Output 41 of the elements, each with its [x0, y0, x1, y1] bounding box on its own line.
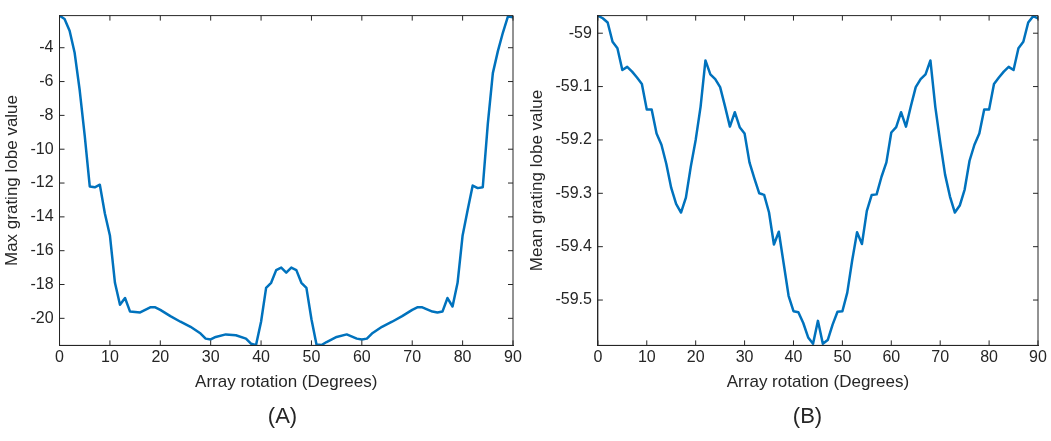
- x-tick-label: 90: [504, 348, 522, 366]
- x-tick-label: 80: [453, 348, 472, 366]
- y-tick-label: -12: [30, 173, 54, 191]
- y-tick-label: -10: [30, 139, 54, 157]
- y-tick-label: -20: [30, 308, 54, 326]
- x-tick-label: 40: [252, 348, 271, 366]
- x-tick-label: 70: [931, 348, 950, 366]
- x-tick-label: 80: [980, 348, 999, 366]
- x-tick-label: 60: [352, 348, 371, 366]
- y-tick-label: -59.2: [555, 130, 592, 148]
- x-axis-title: Array rotation (Degrees): [726, 372, 910, 392]
- text: (A): [266, 403, 299, 429]
- x-tick-label: 70: [403, 348, 422, 366]
- y-tick-label: -59.5: [555, 290, 592, 308]
- x-tick-label: 90: [1029, 348, 1047, 366]
- y-tick-label: -8: [39, 105, 54, 123]
- y-axis-title: Max grating lobe value: [1, 94, 21, 267]
- x-tick-label: 20: [686, 348, 705, 366]
- y-tick-label: -59.3: [555, 183, 592, 201]
- x-tick-label: 0: [55, 348, 65, 366]
- x-axis-title: Array rotation (Degrees): [195, 372, 378, 392]
- y-tick-label: -59: [568, 23, 592, 41]
- y-tick-label: -4: [39, 38, 54, 56]
- x-tick-label: 20: [151, 348, 170, 366]
- x-tick-label: 30: [735, 348, 754, 366]
- x-tick-label: 60: [882, 348, 901, 366]
- text: (B): [791, 403, 824, 429]
- x-tick-label: 30: [201, 348, 220, 366]
- x-tick-label: 40: [784, 348, 803, 366]
- y-tick-label: -59.1: [555, 76, 592, 94]
- x-tick-label: 50: [302, 348, 321, 366]
- x-tick-label: 10: [101, 348, 119, 366]
- y-tick-label: -16: [30, 241, 54, 259]
- y-tick-label: -18: [30, 274, 54, 292]
- y-tick-label: -59.4: [555, 237, 592, 255]
- x-tick-label: 0: [593, 348, 603, 366]
- y-tick-label: -6: [39, 71, 54, 89]
- x-tick-label: 10: [637, 348, 656, 366]
- y-tick-label: -14: [30, 207, 54, 225]
- x-tick-label: 50: [833, 348, 852, 366]
- y-axis-title: Mean grating lobe value: [526, 89, 546, 272]
